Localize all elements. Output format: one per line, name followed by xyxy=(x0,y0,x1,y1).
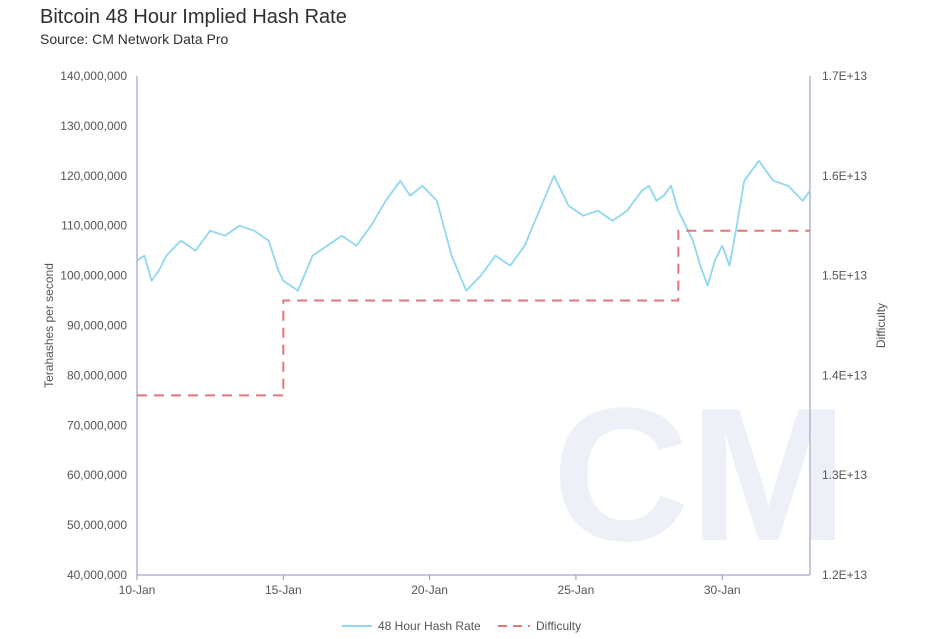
y-tick-label: 140,000,000 xyxy=(60,69,127,83)
y-tick-label: 60,000,000 xyxy=(67,468,127,482)
y-tick-label: 100,000,000 xyxy=(60,269,127,283)
y2-tick-label: 1.7E+13 xyxy=(822,69,867,83)
legend-hash-rate-label: 48 Hour Hash Rate xyxy=(378,619,481,633)
y2-tick-label: 1.3E+13 xyxy=(822,468,867,482)
x-tick-label: 30-Jan xyxy=(704,583,741,597)
y-axis-label: Terahashes per second xyxy=(42,263,56,388)
chart-title: Bitcoin 48 Hour Implied Hash Rate xyxy=(40,6,347,28)
difficulty-line xyxy=(137,229,810,397)
legend-difficulty-label: Difficulty xyxy=(536,619,581,633)
y2-tick-label: 1.2E+13 xyxy=(822,568,867,582)
x-tick-label: 10-Jan xyxy=(119,583,156,597)
x-tick-label: 20-Jan xyxy=(411,583,448,597)
y-tick-label: 50,000,000 xyxy=(67,518,127,532)
y-tick-label: 90,000,000 xyxy=(67,319,127,333)
y2-tick-label: 1.4E+13 xyxy=(822,368,867,382)
chart-subtitle: Source: CM Network Data Pro xyxy=(40,31,229,47)
cm-watermark: CM xyxy=(552,369,847,581)
y-tick-label: 110,000,000 xyxy=(61,219,127,233)
x-tick-label: 25-Jan xyxy=(558,583,595,597)
y-tick-label: 70,000,000 xyxy=(67,418,127,432)
hash-rate-line xyxy=(136,159,811,292)
y-tick-label: 130,000,000 xyxy=(60,119,127,133)
y2-tick-label: 1.6E+13 xyxy=(822,169,867,183)
y-tick-label: 40,000,000 xyxy=(67,568,127,582)
y-tick-label: 80,000,000 xyxy=(67,368,127,382)
y2-tick-label: 1.5E+13 xyxy=(822,269,867,283)
y2-axis-label: Difficulty xyxy=(874,303,888,348)
y-tick-label: 120,000,000 xyxy=(60,169,127,183)
x-tick-label: 15-Jan xyxy=(265,583,302,597)
